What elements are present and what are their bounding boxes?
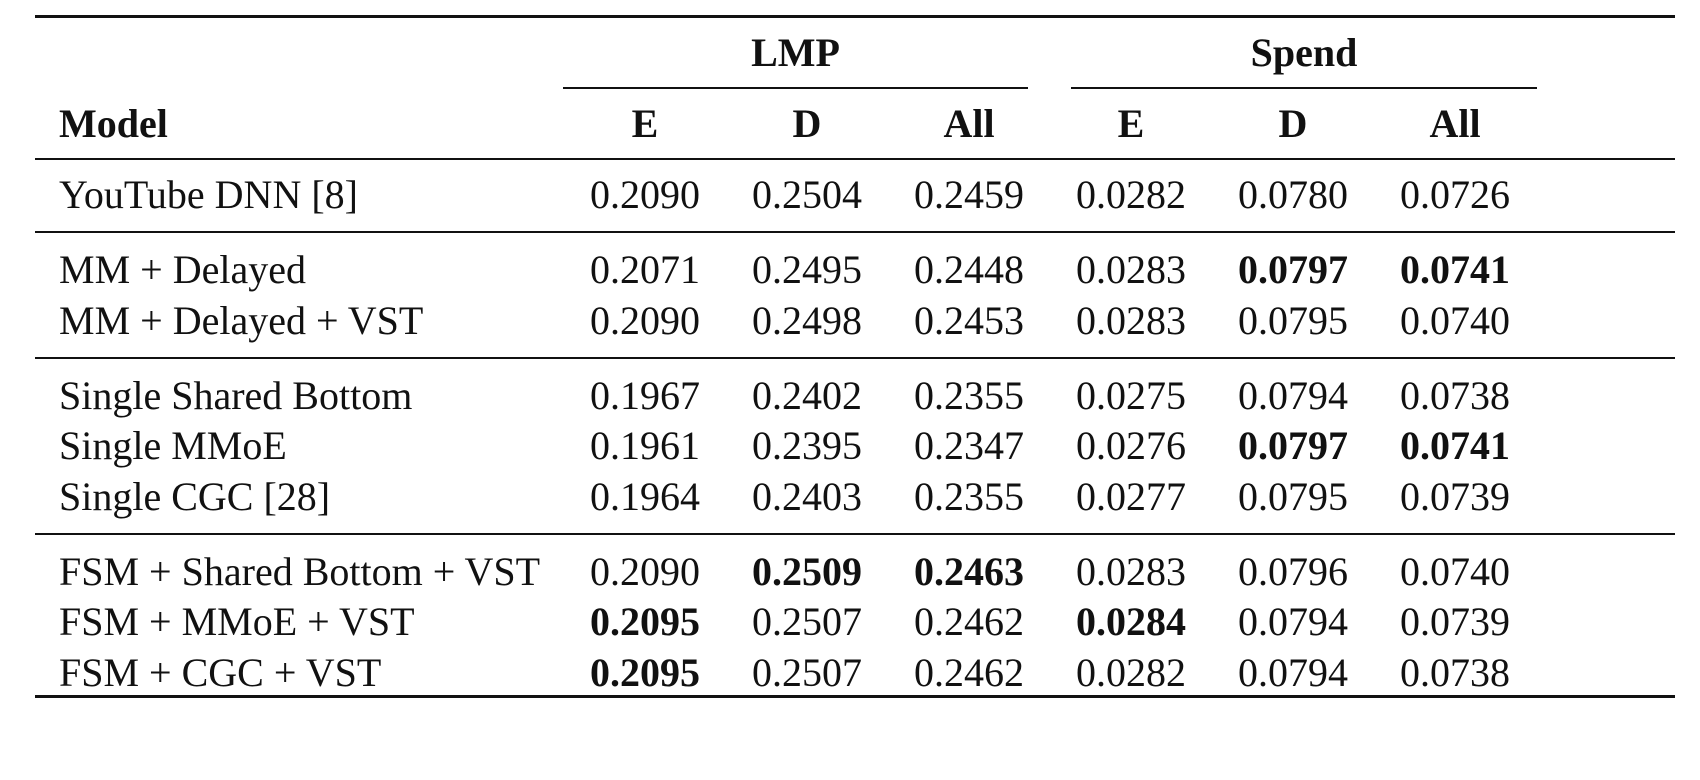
model-name: Single CGC [28]	[59, 473, 331, 519]
column-header: All	[1429, 101, 1481, 146]
group-header: Spend	[1250, 30, 1358, 75]
metric-value: 0.2071	[590, 247, 700, 292]
model-name: Single Shared Bottom	[59, 372, 413, 418]
metric-value: 0.0741	[1400, 247, 1510, 292]
metric-value: 0.2090	[590, 548, 700, 594]
column-header: E	[631, 101, 659, 146]
metric-value: 0.2403	[752, 473, 862, 519]
metric-value: 0.2090	[590, 172, 700, 217]
metric-value: 0.0283	[1076, 297, 1186, 343]
metric-value: 0.0794	[1238, 649, 1348, 695]
group-separator	[35, 356, 1675, 359]
model-name: MM + Delayed	[59, 247, 306, 292]
model-name: FSM + MMoE + VST	[59, 599, 415, 644]
column-header: D	[792, 101, 822, 146]
metric-value: 0.2355	[914, 473, 1024, 519]
model-name: MM + Delayed + VST	[59, 297, 424, 343]
metric-value: 0.0741	[1400, 423, 1510, 468]
top-rule	[35, 15, 1675, 18]
metric-value: 0.2459	[914, 172, 1024, 217]
metric-value: 0.1964	[590, 473, 700, 519]
metric-value: 0.0796	[1238, 548, 1348, 594]
metric-value: 0.0739	[1400, 599, 1510, 644]
group-underline	[563, 87, 1028, 89]
metric-value: 0.0283	[1076, 247, 1186, 292]
metric-value: 0.2090	[590, 297, 700, 343]
metric-value: 0.2463	[914, 548, 1024, 594]
metric-value: 0.2453	[914, 297, 1024, 343]
metric-value: 0.0795	[1238, 297, 1348, 343]
metric-value: 0.2395	[752, 423, 862, 468]
metric-value: 0.2495	[752, 247, 862, 292]
metric-value: 0.0740	[1400, 548, 1510, 594]
model-name: FSM + CGC + VST	[59, 649, 382, 695]
metric-value: 0.0276	[1076, 423, 1186, 468]
metric-value: 0.0282	[1076, 649, 1186, 695]
metric-value: 0.2498	[752, 297, 862, 343]
model-name: Single MMoE	[59, 423, 287, 468]
metric-value: 0.0797	[1238, 423, 1348, 468]
metric-value: 0.1967	[590, 372, 700, 418]
metric-value: 0.2095	[590, 599, 700, 644]
metric-value: 0.0284	[1076, 599, 1186, 644]
metric-value: 0.0740	[1400, 297, 1510, 343]
model-name: FSM + Shared Bottom + VST	[59, 548, 541, 594]
group-separator	[35, 532, 1675, 535]
column-header: All	[943, 101, 995, 146]
results-table: LMP E D All Spend E D All Model YouTube DNN [8] 0.…	[35, 0, 1675, 780]
metric-value: 0.2507	[752, 599, 862, 644]
metric-value: 0.0794	[1238, 372, 1348, 418]
metric-value: 0.0282	[1076, 172, 1186, 217]
metric-value: 0.1961	[590, 423, 700, 468]
metric-value: 0.0283	[1076, 548, 1186, 594]
column-header: E	[1117, 101, 1145, 146]
group-underline	[1071, 87, 1537, 89]
metric-value: 0.2462	[914, 599, 1024, 644]
metric-value: 0.2507	[752, 649, 862, 695]
header-rule	[35, 158, 1675, 160]
metric-value: 0.2448	[914, 247, 1024, 292]
metric-value: 0.0277	[1076, 473, 1186, 519]
metric-value: 0.0780	[1238, 172, 1348, 217]
bottom-rule	[35, 695, 1675, 698]
metric-value: 0.0795	[1238, 473, 1348, 519]
metric-value: 0.2347	[914, 423, 1024, 468]
metric-value: 0.0738	[1400, 372, 1510, 418]
metric-value: 0.2509	[752, 548, 862, 594]
metric-value: 0.0797	[1238, 247, 1348, 292]
metric-value: 0.2504	[752, 172, 862, 217]
metric-value: 0.0738	[1400, 649, 1510, 695]
metric-value: 0.0726	[1400, 172, 1510, 217]
group-separator	[35, 231, 1675, 233]
metric-value: 0.0739	[1400, 473, 1510, 519]
model-name: YouTube DNN [8]	[59, 172, 358, 217]
metric-value: 0.0275	[1076, 372, 1186, 418]
metric-value: 0.2095	[590, 649, 700, 695]
metric-value: 0.0794	[1238, 599, 1348, 644]
metric-value: 0.2402	[752, 372, 862, 418]
metric-value: 0.2462	[914, 649, 1024, 695]
metric-value: 0.2355	[914, 372, 1024, 418]
column-header: D	[1278, 101, 1308, 146]
model-header: Model	[59, 101, 168, 146]
group-header: LMP	[751, 30, 840, 75]
